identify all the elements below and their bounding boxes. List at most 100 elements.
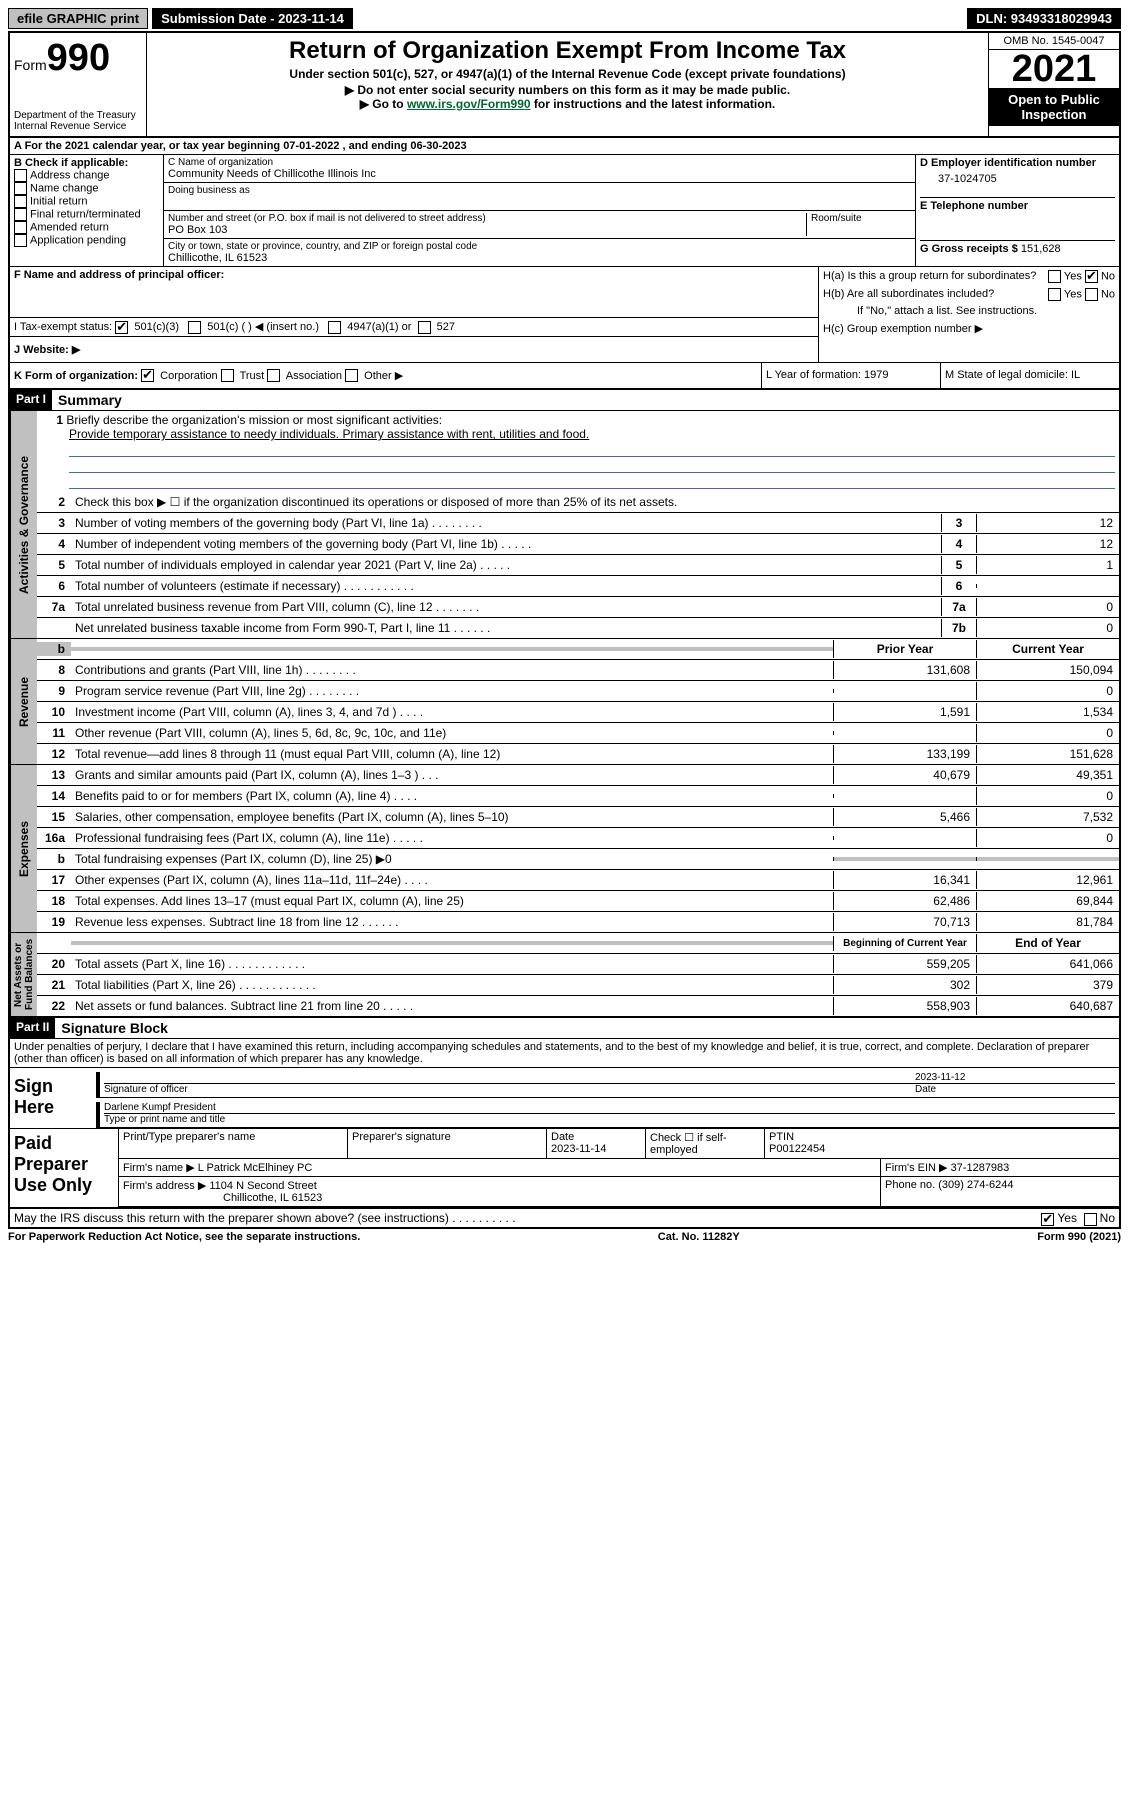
cb-501c[interactable] bbox=[188, 321, 201, 334]
cb-trust[interactable] bbox=[221, 369, 234, 382]
goto-pre: ▶ Go to bbox=[360, 97, 407, 111]
gov-num: 3 bbox=[37, 516, 71, 530]
line-current: 0 bbox=[976, 787, 1119, 805]
line2-num: 2 bbox=[37, 495, 71, 509]
gov-txt: Total number of individuals employed in … bbox=[71, 556, 941, 574]
line-txt: Total assets (Part X, line 16) . . . . .… bbox=[71, 955, 833, 973]
cb-initial[interactable] bbox=[14, 195, 27, 208]
vlabel-net: Net Assets orFund Balances bbox=[10, 933, 37, 1016]
lbl-final: Final return/terminated bbox=[30, 208, 141, 220]
cb-ha-yes[interactable] bbox=[1048, 270, 1061, 283]
opt-501c: 501(c) ( ) ◀ (insert no.) bbox=[207, 321, 319, 333]
part2-title: Signature Block bbox=[55, 1018, 174, 1038]
cb-527[interactable] bbox=[418, 321, 431, 334]
gov-num: 5 bbox=[37, 558, 71, 572]
line-txt: Revenue less expenses. Subtract line 18 … bbox=[71, 913, 833, 931]
row-k-label: K Form of organization: bbox=[14, 370, 138, 382]
line-current: 1,534 bbox=[976, 703, 1119, 721]
line-prior: 302 bbox=[833, 976, 976, 994]
goto-post: for instructions and the latest informat… bbox=[531, 97, 776, 111]
irs-label: Internal Revenue Service bbox=[14, 121, 142, 132]
cb-pending[interactable] bbox=[14, 234, 27, 247]
line-current: 7,532 bbox=[976, 808, 1119, 826]
cb-ha-no[interactable] bbox=[1085, 270, 1098, 283]
line-txt: Grants and similar amounts paid (Part IX… bbox=[71, 766, 833, 784]
irs-link[interactable]: www.irs.gov/Form990 bbox=[407, 97, 531, 111]
lbl-initial: Initial return bbox=[30, 195, 87, 207]
line-txt: Net assets or fund balances. Subtract li… bbox=[71, 997, 833, 1015]
line-txt: Professional fundraising fees (Part IX, … bbox=[71, 829, 833, 847]
footer-right: Form 990 (2021) bbox=[1037, 1231, 1121, 1243]
line-prior: 5,466 bbox=[833, 808, 976, 826]
dba-label: Doing business as bbox=[168, 185, 911, 196]
cb-discuss-no[interactable] bbox=[1084, 1213, 1097, 1226]
form-title: Return of Organization Exempt From Incom… bbox=[151, 37, 984, 65]
gov-num: 7a bbox=[37, 600, 71, 614]
cb-hb-no[interactable] bbox=[1085, 288, 1098, 301]
line1-num: 1 bbox=[41, 413, 63, 427]
opt-4947: 4947(a)(1) or bbox=[347, 321, 411, 333]
row-i-label: I Tax-exempt status: bbox=[14, 321, 112, 333]
line-num: 9 bbox=[37, 684, 71, 698]
opt-assoc: Association bbox=[286, 370, 342, 382]
line-current: 0 bbox=[976, 682, 1119, 700]
line-current bbox=[976, 857, 1119, 861]
cb-hb-yes[interactable] bbox=[1048, 288, 1061, 301]
cb-final[interactable] bbox=[14, 208, 27, 221]
firm-name: L Patrick McElhiney PC bbox=[198, 1162, 313, 1174]
line-current: 12,961 bbox=[976, 871, 1119, 889]
cb-assoc[interactable] bbox=[267, 369, 280, 382]
line-prior: 133,199 bbox=[833, 745, 976, 763]
line-prior bbox=[833, 836, 976, 840]
gov-val: 12 bbox=[976, 535, 1119, 553]
gov-val: 12 bbox=[976, 514, 1119, 532]
org-name-label: C Name of organization bbox=[168, 157, 911, 168]
part2-header: Part II bbox=[10, 1018, 55, 1038]
row-f-label: F Name and address of principal officer: bbox=[14, 269, 224, 281]
cb-4947[interactable] bbox=[328, 321, 341, 334]
gov-txt: Number of voting members of the governin… bbox=[71, 514, 941, 532]
submission-date: Submission Date - 2023-11-14 bbox=[152, 8, 353, 29]
opt-corp: Corporation bbox=[160, 370, 217, 382]
mission-text: Provide temporary assistance to needy in… bbox=[69, 427, 1115, 441]
part1-header: Part I bbox=[10, 390, 52, 410]
col-d: D Employer identification number 37-1024… bbox=[916, 155, 1119, 266]
row-l: L Year of formation: 1979 bbox=[761, 363, 940, 389]
lbl-address: Address change bbox=[30, 169, 110, 181]
cb-amended[interactable] bbox=[14, 221, 27, 234]
line-num: b bbox=[37, 852, 71, 866]
line-current: 379 bbox=[976, 976, 1119, 994]
gov-txt: Total unrelated business revenue from Pa… bbox=[71, 598, 941, 616]
lbl-no: No bbox=[1100, 1211, 1115, 1225]
line-num: 22 bbox=[37, 999, 71, 1013]
gov-box: 6 bbox=[941, 577, 976, 595]
gross-label: G Gross receipts $ bbox=[920, 243, 1018, 255]
footer-mid: Cat. No. 11282Y bbox=[658, 1231, 740, 1243]
cb-discuss-yes[interactable] bbox=[1041, 1213, 1054, 1226]
line-prior bbox=[833, 689, 976, 693]
line-num: 16a bbox=[37, 831, 71, 845]
gov-box: 5 bbox=[941, 556, 976, 574]
gov-txt: Number of independent voting members of … bbox=[71, 535, 941, 553]
line-num: 14 bbox=[37, 789, 71, 803]
cb-name[interactable] bbox=[14, 182, 27, 195]
opt-trust: Trust bbox=[240, 370, 265, 382]
line-prior: 70,713 bbox=[833, 913, 976, 931]
efile-button[interactable]: efile GRAPHIC print bbox=[8, 8, 148, 29]
line-txt: Benefits paid to or for members (Part IX… bbox=[71, 787, 833, 805]
line-num: 15 bbox=[37, 810, 71, 824]
firm-ein: 37-1287983 bbox=[951, 1162, 1010, 1174]
gross-val: 151,628 bbox=[1021, 243, 1061, 255]
line-current: 150,094 bbox=[976, 661, 1119, 679]
cb-501c3[interactable] bbox=[115, 321, 128, 334]
cb-corp[interactable] bbox=[141, 369, 154, 382]
line-num: 11 bbox=[37, 726, 71, 740]
firm-name-label: Firm's name ▶ bbox=[123, 1162, 195, 1174]
cb-other[interactable] bbox=[345, 369, 358, 382]
vlabel-revenue: Revenue bbox=[10, 639, 37, 764]
addr-label: Number and street (or P.O. box if mail i… bbox=[168, 213, 806, 224]
line-prior: 62,486 bbox=[833, 892, 976, 910]
hdr-boy: Beginning of Current Year bbox=[833, 936, 976, 951]
cb-address[interactable] bbox=[14, 169, 27, 182]
line-txt: Other expenses (Part IX, column (A), lin… bbox=[71, 871, 833, 889]
